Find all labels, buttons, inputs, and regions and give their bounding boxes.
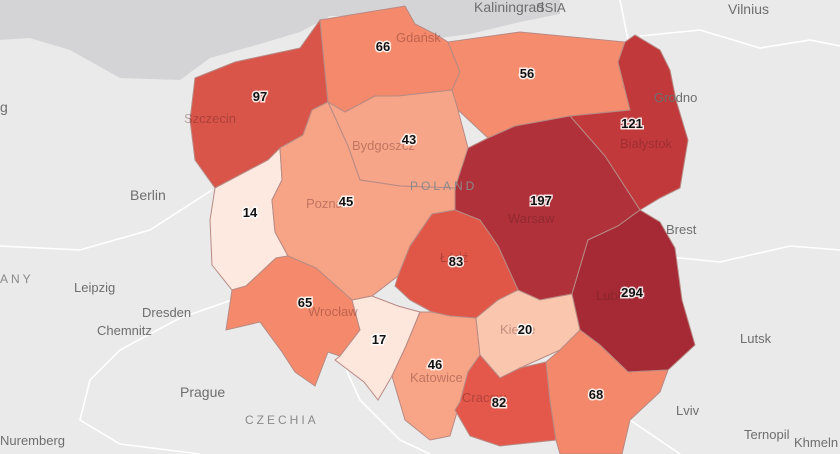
voivodeship-layer (189, 5, 696, 454)
count-podlaskie: 121 (621, 116, 643, 131)
count-pomeranian: 66 (376, 39, 390, 54)
country-label-czechia: CZECHIA (245, 413, 319, 427)
place-label-ternopil: Ternopil (744, 427, 790, 442)
country-label-poland: POLAND (410, 179, 477, 193)
count-masovian: 197 (530, 193, 552, 208)
city-label-katowice: Katowice (410, 370, 463, 385)
place-label-leipzig: Leipzig (74, 280, 115, 295)
place-label-khmeln: Khmeln (794, 435, 838, 450)
city-label-warsaw: Warsaw (508, 211, 555, 226)
city-label-gdansk: Gdańsk (396, 30, 441, 45)
region-subcarpathian[interactable] (545, 329, 669, 454)
city-label-lodz: Łódź (440, 250, 468, 265)
place-label-chemnitz: Chemnitz (97, 323, 152, 338)
region-opole[interactable] (334, 295, 421, 401)
count-kuyavian-pomeranian: 43 (402, 132, 416, 147)
count-silesian: 46 (428, 357, 442, 372)
count-lodz: 83 (449, 254, 463, 269)
count-opole: 17 (372, 332, 386, 347)
city-label-bialystok: Białystok (620, 136, 673, 151)
place-label-berlin: Berlin (130, 187, 166, 203)
border-slovakia-ukraine (629, 419, 681, 454)
count-lower-silesian: 65 (298, 295, 312, 310)
place-label-lutsk: Lutsk (740, 331, 772, 346)
city-label-szczecin: Szczecin (184, 111, 236, 126)
city-label-lublin: Lublin (596, 288, 631, 303)
city-label-cracow: Cracow (462, 390, 507, 405)
place-label-nuremberg: Nuremberg (0, 433, 65, 448)
count-lublin: 294 (621, 285, 643, 300)
count-greater-poland: 45 (339, 194, 353, 209)
city-label-poznan: Poznań (306, 196, 350, 211)
count-label-layer: 97 66 56 43 121 14 45 197 83 65 17 46 20… (241, 38, 645, 412)
place-label-dresden: Dresden (142, 305, 191, 320)
place-label-prague: Prague (180, 384, 225, 400)
count-swietokrzyskie: 20 (518, 322, 532, 337)
place-label-kaliningrad: Kaliningrad (474, 0, 544, 15)
place-label-grodno: Grodno (654, 90, 697, 105)
place-label-brest: Brest (666, 222, 697, 237)
place-label-vilnius: Vilnius (728, 1, 769, 17)
border-belarus-ukraine (659, 245, 840, 263)
count-subcarpathian: 68 (589, 387, 603, 402)
count-west-pomeranian: 97 (253, 89, 267, 104)
region-podlaskie[interactable] (568, 34, 689, 211)
count-lesser-poland: 82 (492, 395, 506, 410)
edge-label-g: g (0, 99, 8, 115)
border-germany-czechia (79, 299, 233, 454)
lagoon (410, 0, 440, 34)
city-label-wroclaw: Wrocław (308, 304, 358, 319)
city-label-bydgoszcz: Bydgoszcz (352, 138, 415, 153)
edge-label-germany: ANY (0, 272, 34, 286)
city-label-kielce: Kielce (500, 322, 535, 337)
border-czechia-slovakia (339, 355, 431, 454)
place-label-lviv: Lviv (676, 403, 700, 418)
border-lithuania-belarus (639, 29, 840, 49)
count-lubusz: 14 (243, 205, 258, 220)
border-germany-west (0, 189, 213, 251)
edge-label-russia: SSIA (536, 0, 566, 15)
count-warmian-masurian: 56 (520, 66, 534, 81)
